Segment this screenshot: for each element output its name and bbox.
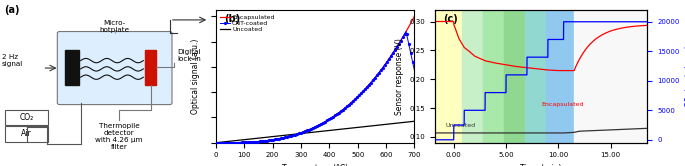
Y-axis label: Sensor response (V): Sensor response (V) <box>395 38 404 115</box>
Bar <box>504 10 525 143</box>
Text: Encapsulated: Encapsulated <box>541 102 584 107</box>
Bar <box>574 10 647 143</box>
FancyBboxPatch shape <box>5 126 48 142</box>
Text: Thermopile
detector
with 4.26 μm
filter: Thermopile detector with 4.26 μm filter <box>95 123 142 150</box>
FancyBboxPatch shape <box>5 110 48 125</box>
Text: Micro-
hotplate: Micro- hotplate <box>99 20 129 33</box>
Text: 2 Hz
signal: 2 Hz signal <box>2 54 23 67</box>
Text: Air: Air <box>21 129 32 138</box>
Text: (c): (c) <box>443 14 458 24</box>
Bar <box>483 10 504 143</box>
Legend: Encapsulated, CNT-coated, Uncoated: Encapsulated, CNT-coated, Uncoated <box>219 13 276 34</box>
Y-axis label: Optical signal (a.u.): Optical signal (a.u.) <box>192 39 201 114</box>
Text: (a): (a) <box>4 5 20 15</box>
X-axis label: Temperature (°C): Temperature (°C) <box>282 164 348 166</box>
Text: (b): (b) <box>224 14 240 24</box>
Text: Uncoated: Uncoated <box>445 123 475 128</box>
X-axis label: Time (min): Time (min) <box>521 164 562 166</box>
Text: Digital
lock-in: Digital lock-in <box>177 49 201 62</box>
Bar <box>462 10 483 143</box>
Bar <box>435 10 462 143</box>
Bar <box>65 50 79 85</box>
FancyBboxPatch shape <box>58 32 172 105</box>
Bar <box>145 50 156 85</box>
Bar <box>546 10 574 143</box>
Text: CO₂: CO₂ <box>19 113 34 122</box>
Bar <box>525 10 546 143</box>
